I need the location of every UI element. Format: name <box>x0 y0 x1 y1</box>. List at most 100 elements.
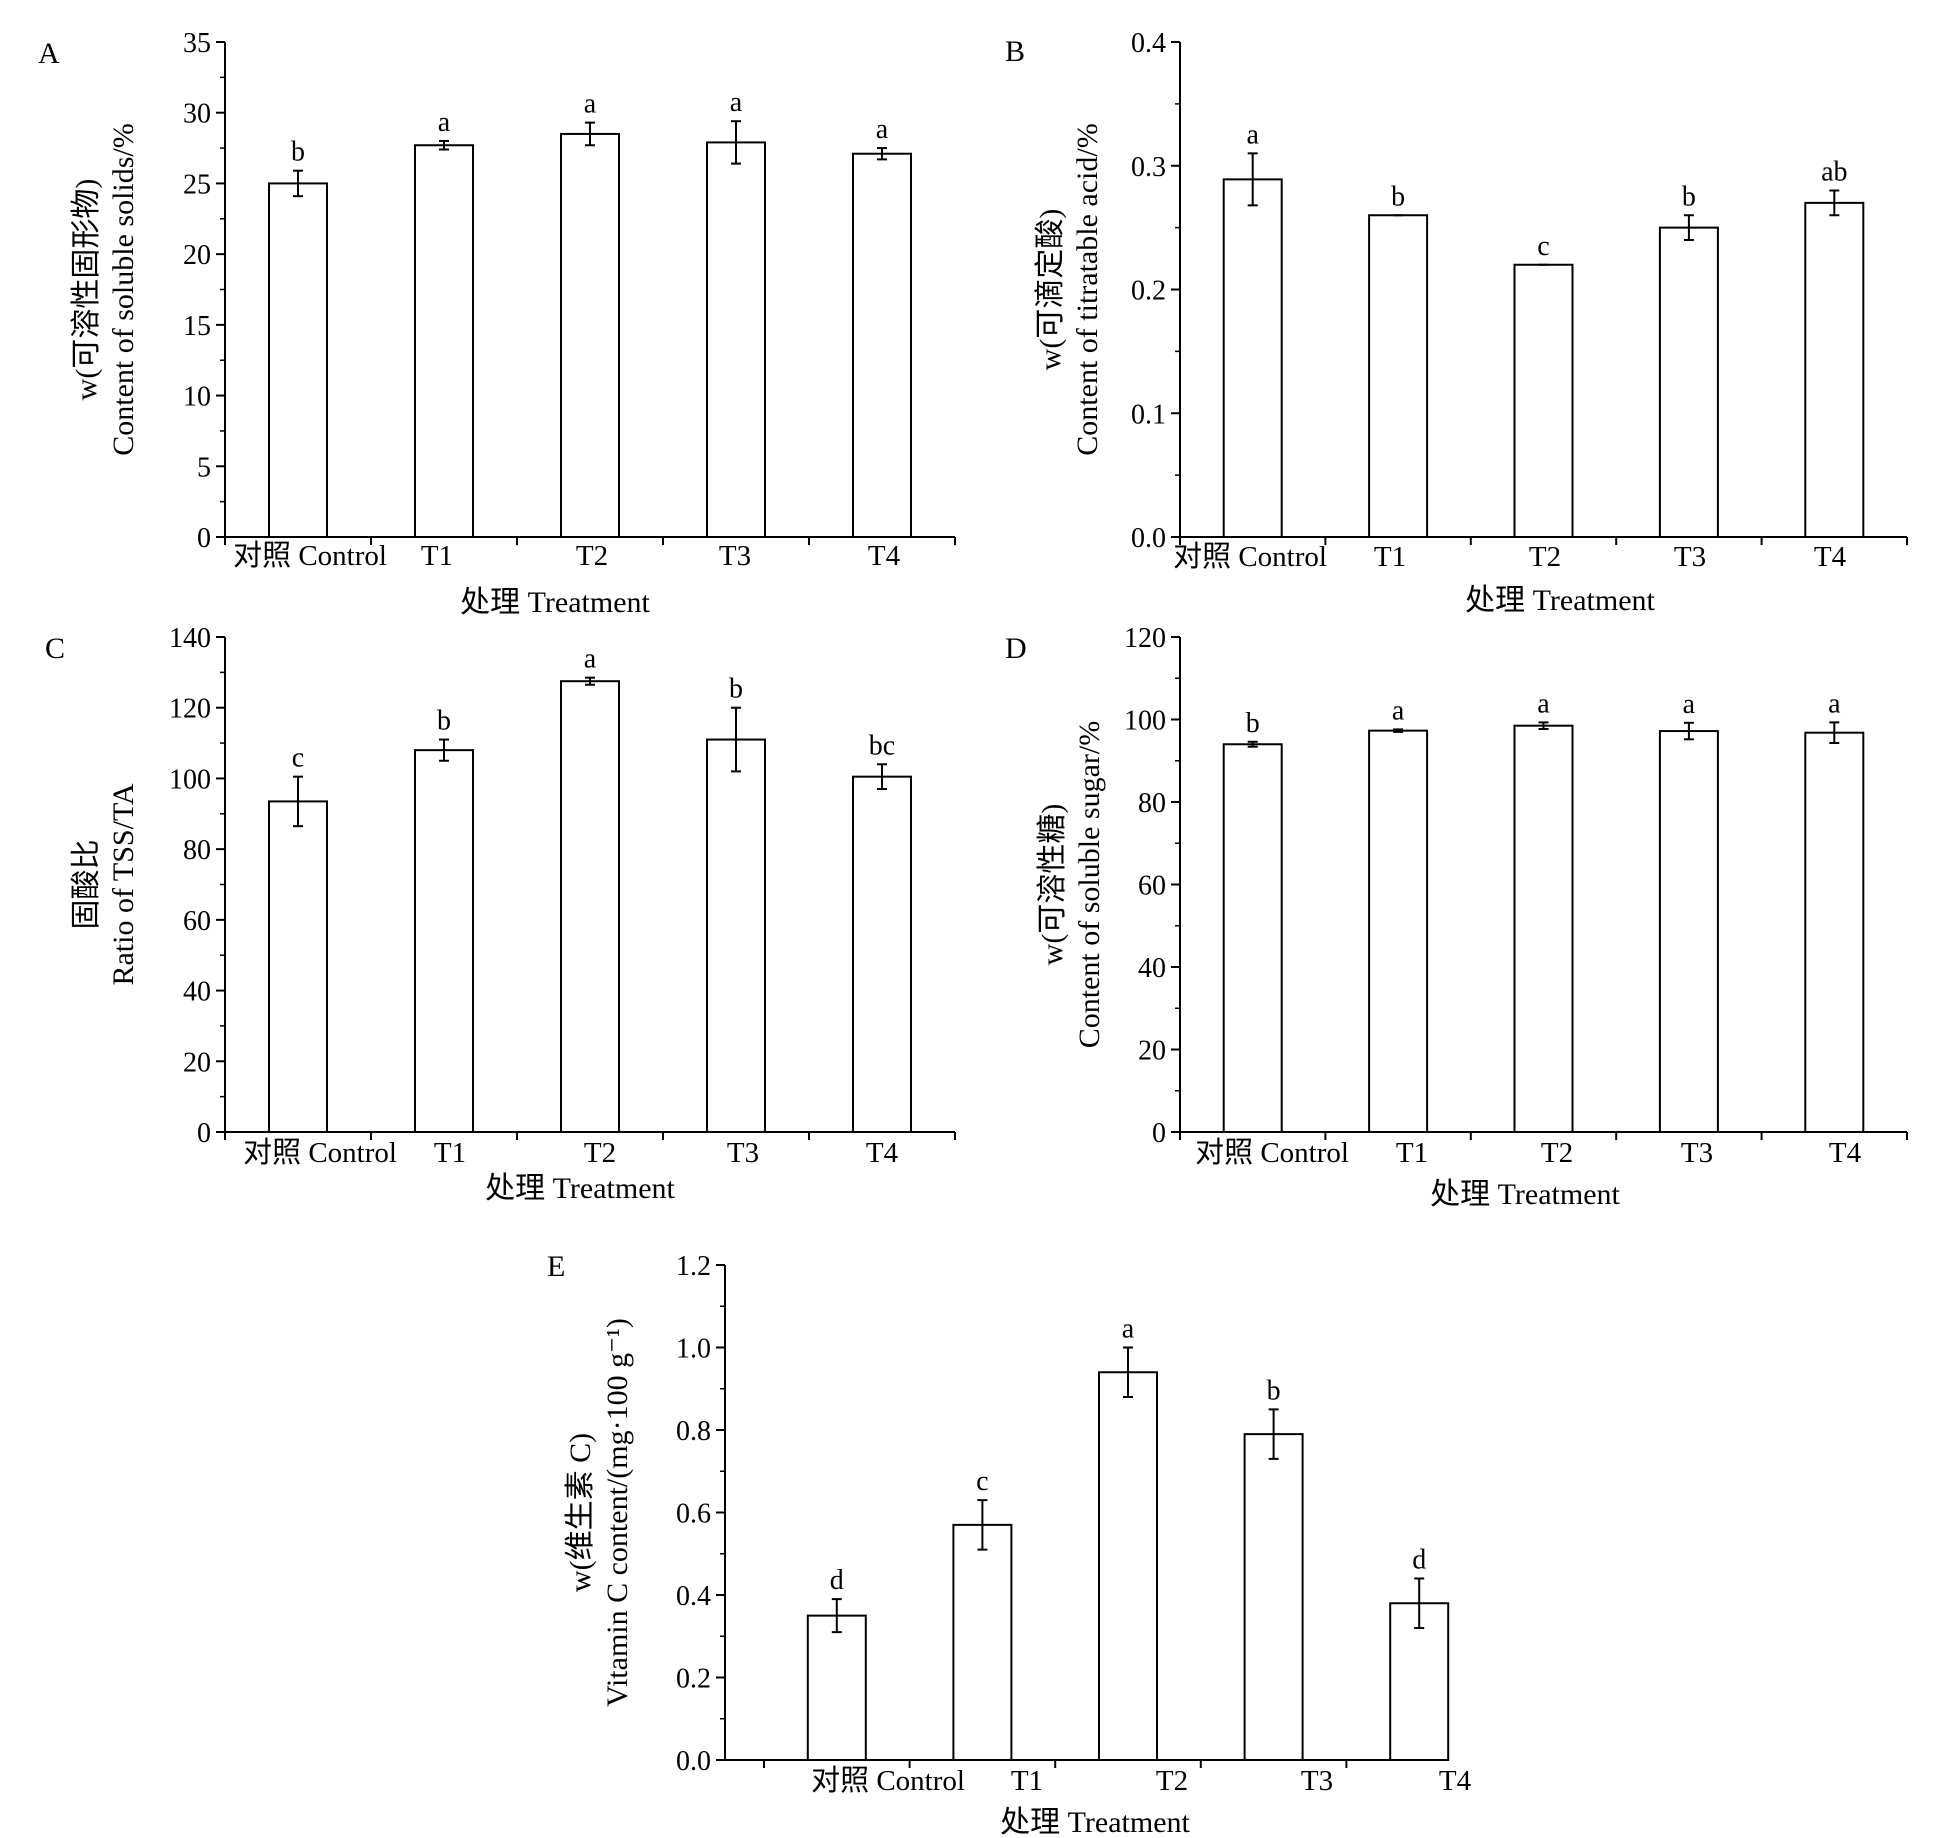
bar <box>1513 724 1574 1133</box>
x-axis-title: 处理 Treatment <box>1000 1806 1190 1838</box>
panel-letter: A <box>38 37 60 70</box>
x-category-label: T3 <box>727 1137 759 1169</box>
x-category-label: 对照 Control <box>233 539 387 572</box>
panel-letter: E <box>547 1250 565 1283</box>
y-tick-label: 5 <box>197 452 211 483</box>
y-tick-label: 35 <box>183 28 211 59</box>
x-category-label: 对照 Control <box>1195 1136 1349 1169</box>
y-axis-title-line: Content of titratable acid/% <box>1071 123 1104 455</box>
chart-panel-c: C 0 20 40 60 80 100 120 140 c b a b bc 对照 Control T1 T2 T… <box>45 623 956 1205</box>
bar <box>1513 263 1574 538</box>
x-axis-title: 处理 Treatment <box>1465 584 1655 617</box>
y-tick-label: 100 <box>1124 706 1166 737</box>
y-tick-label: 0.4 <box>1131 28 1166 59</box>
bar <box>268 800 328 1133</box>
y-tick-label: 0 <box>1152 1118 1166 1149</box>
significance-letter: b <box>729 674 743 705</box>
significance-letter: c <box>1537 231 1549 262</box>
significance-letter: b <box>1267 1375 1281 1406</box>
bar <box>1804 201 1865 538</box>
x-category-label: T3 <box>1681 1137 1713 1169</box>
x-category-label: T4 <box>1814 541 1847 573</box>
x-category-label: 对照 Control <box>243 1136 397 1169</box>
y-tick-label: 40 <box>1138 953 1166 984</box>
x-category-label: T1 <box>434 1137 466 1169</box>
y-tick-label: 140 <box>169 623 211 654</box>
y-tick-label: 0.8 <box>676 1416 711 1447</box>
bar <box>952 1523 1013 1761</box>
bar <box>1222 178 1283 539</box>
significance-letter: a <box>876 114 889 145</box>
significance-letter: b <box>1246 708 1260 739</box>
y-tick-label: 100 <box>169 764 211 795</box>
significance-letter: bc <box>869 730 895 761</box>
x-category-label: T4 <box>1439 1765 1472 1797</box>
bar <box>414 749 474 1134</box>
y-tick-label: 0 <box>197 523 211 554</box>
y-tick-label: 0.1 <box>1131 399 1166 430</box>
significance-letter: a <box>730 87 743 118</box>
bar <box>414 144 474 538</box>
x-category-label: T4 <box>868 540 901 572</box>
panel-letter: C <box>45 632 65 665</box>
significance-letter: a <box>1828 688 1841 719</box>
y-axis-title-line: Content of soluble solids/% <box>107 123 140 456</box>
x-category-label: T1 <box>1011 1765 1043 1797</box>
y-axis-title-line: w(可滴定酸) <box>1034 209 1067 371</box>
y-tick-label: 60 <box>1138 871 1166 902</box>
x-category-label: T4 <box>866 1137 899 1169</box>
significance-letter: a <box>438 107 451 138</box>
y-tick-label: 80 <box>183 835 211 866</box>
bar <box>852 152 912 538</box>
panel-letter: B <box>1005 35 1025 68</box>
chart-panel-a: A 0 5 10 15 20 25 30 35 b a a a a 对照 Control T1 T2 T3 T4 处理… <box>38 28 956 619</box>
significance-letter: b <box>1391 181 1405 212</box>
y-tick-label: 80 <box>1138 788 1166 819</box>
y-axis-title-line: Vitamin C content/(mg·100 g⁻¹) <box>601 1318 634 1707</box>
bar <box>852 775 912 1133</box>
y-tick-label: 15 <box>183 311 211 342</box>
y-axis-title-line: 固酸比 <box>70 840 103 930</box>
significance-letter: ab <box>1821 157 1847 188</box>
x-category-label: T4 <box>1829 1137 1862 1169</box>
bar <box>268 182 328 539</box>
x-category-label: T2 <box>1529 541 1561 573</box>
y-tick-label: 10 <box>183 382 211 413</box>
x-category-label: T1 <box>1374 541 1406 573</box>
x-category-label: 对照 Control <box>1173 540 1327 573</box>
x-category-label: T3 <box>1301 1765 1333 1797</box>
y-tick-label: 120 <box>169 694 211 725</box>
significance-letter: a <box>1392 695 1405 726</box>
y-tick-label: 0.2 <box>1131 276 1166 307</box>
y-tick-label: 0.0 <box>676 1746 711 1777</box>
x-category-label: T2 <box>576 540 608 572</box>
significance-letter: c <box>292 743 304 774</box>
significance-letter: a <box>1122 1314 1135 1345</box>
bar <box>560 132 620 539</box>
bar <box>706 738 766 1133</box>
significance-letter: b <box>1682 181 1696 212</box>
significance-letter: a <box>1683 689 1696 720</box>
bar <box>1658 226 1719 538</box>
x-category-label: T2 <box>1541 1137 1573 1169</box>
bar <box>1368 729 1429 1133</box>
significance-letter: b <box>291 137 305 168</box>
x-category-label: T1 <box>421 540 453 572</box>
bar <box>1243 1433 1304 1761</box>
y-tick-label: 20 <box>1138 1036 1166 1067</box>
y-tick-label: 120 <box>1124 623 1166 654</box>
x-axis-title: 处理 Treatment <box>1430 1178 1620 1211</box>
significance-letter: a <box>584 89 597 120</box>
significance-letter: a <box>1537 688 1550 719</box>
y-tick-label: 40 <box>183 977 211 1008</box>
chart-panel-d: D 0 20 40 60 80 100 120 b a a a a 对照 Control T1 T2 T3 T4 处… <box>1005 623 1908 1211</box>
y-axis-title-line: w(可溶性糖) <box>1036 804 1069 966</box>
significance-letter: d <box>830 1565 844 1596</box>
significance-letter: c <box>976 1466 988 1497</box>
x-category-label: T2 <box>584 1137 616 1169</box>
y-tick-label: 0 <box>197 1118 211 1149</box>
significance-letter: a <box>1246 119 1259 150</box>
bar <box>806 1614 867 1761</box>
